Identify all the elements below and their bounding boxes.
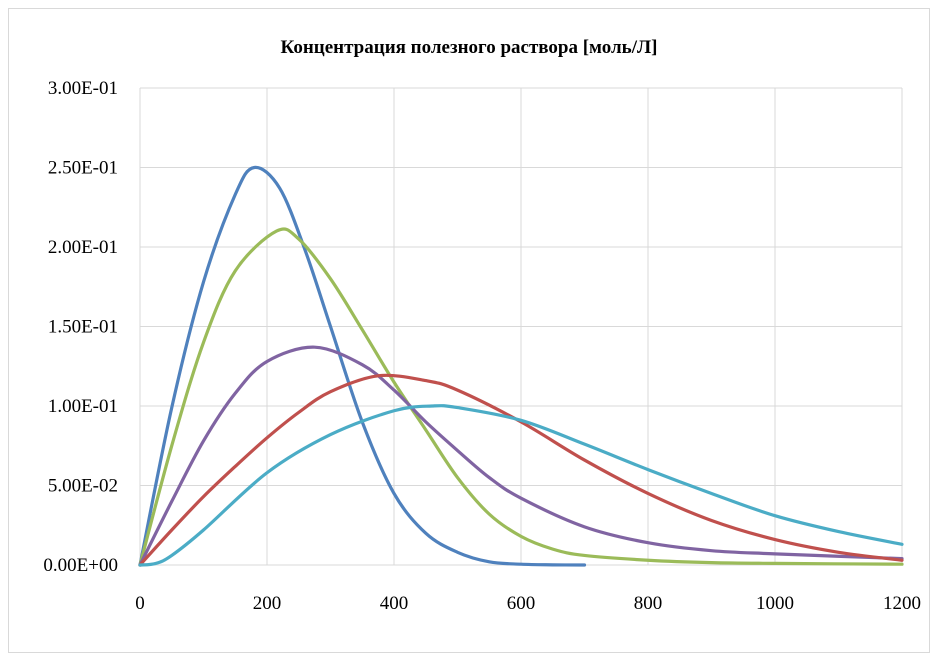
x-tick-label: 400 [380,593,409,614]
x-tick-label: 1200 [883,593,921,614]
series-line-3 [138,345,904,567]
y-tick-label: 2.00E-01 [48,237,118,258]
y-tick-label: 2.50E-01 [48,158,118,179]
x-tick-label: 800 [634,593,663,614]
x-tick-label: 600 [507,593,536,614]
series-line-5 [138,404,904,567]
tick-labels: 0.00E+00 5.00E-02 1.00E-01 1.50E-01 2.00E-01… [43,78,921,614]
y-tick-label: 3.00E-01 [48,78,118,99]
chart-frame [8,8,930,653]
y-tick-label: 5.00E-02 [48,476,118,497]
y-tick-label: 1.50E-01 [48,317,118,338]
series-layer [138,165,904,567]
y-tick-label: 1.00E-01 [48,396,118,417]
grid [139,87,903,566]
x-tick-label: 200 [253,593,282,614]
x-tick-label: 1000 [756,593,794,614]
x-tick-label: 0 [135,593,145,614]
series-line-4 [138,373,904,567]
series-line-2 [138,227,904,567]
chart-title: Концентрация полезного раствора [моль/Л] [281,37,658,58]
series-line-1 [138,165,587,567]
y-tick-label: 0.00E+00 [43,555,118,576]
